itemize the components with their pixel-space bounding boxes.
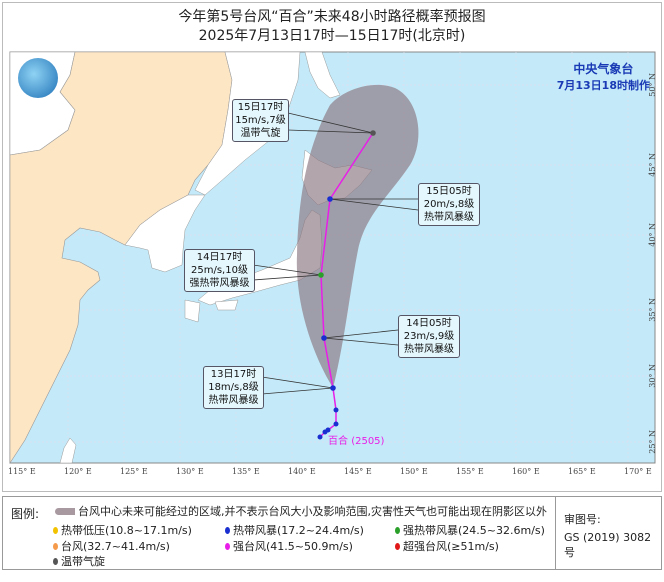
map-title: 今年第5号台风“百合”未来48小时路径概率预报图 [178, 9, 486, 25]
cma-logo [18, 58, 58, 98]
forecast-label-15d17h: 15日17时 15m/s,7级 温带气旋 [232, 99, 289, 142]
legend-item: 热带风暴(17.2~24.4m/s) [225, 522, 364, 538]
legend-item: 超强台风(≥51m/s) [395, 538, 499, 554]
label-leaders [252, 112, 419, 395]
lon-tick-label: 145° E [344, 467, 372, 476]
legend-item: 强台风(41.5~50.9m/s) [225, 538, 353, 554]
lon-tick-label: 120° E [64, 467, 92, 476]
legend-title: 图例: [11, 507, 40, 521]
past-track-point [317, 434, 323, 440]
lon-tick-label: 165° E [568, 467, 596, 476]
lon-tick-label: 135° E [232, 467, 260, 476]
dot-icon [53, 557, 58, 565]
land-sakhalin [304, 51, 341, 99]
lon-tick-label: 130° E [176, 467, 204, 476]
legend-item: 台风(32.7~41.4m/s) [53, 538, 170, 554]
dot-icon [53, 526, 58, 534]
forecast-point [330, 385, 336, 391]
lon-tick-label: 125° E [120, 467, 148, 476]
land-korea [124, 194, 206, 273]
dot-icon [53, 542, 58, 550]
past-track-point [333, 421, 339, 427]
forecast-point [327, 196, 333, 202]
dot-icon [225, 526, 230, 534]
land-kyushu-shikoku [184, 299, 239, 323]
approval-label: 审图号: [564, 513, 601, 526]
legend-item: 温带气旋 [53, 553, 105, 569]
legend: 图例: 台风中心未来可能经过的区域,并不表示台风大小及影响范围,灾害性天气也可能… [2, 496, 662, 570]
lon-tick-label: 115° E [8, 467, 36, 476]
lat-tick-label: 30° N [648, 364, 657, 388]
lon-tick-label: 140° E [288, 467, 316, 476]
forecast-label-13d17h: 13日17时 18m/s,8级 热带风暴级 [203, 366, 264, 409]
dot-icon [395, 542, 400, 550]
lat-tick-label: 45° N [648, 153, 657, 177]
forecast-label-14d05h: 14日05时 23m/s,9级 热带风暴级 [398, 315, 460, 358]
lon-tick-label: 170° E [624, 467, 652, 476]
forecast-label-14d17h: 14日17时 25m/s,10级 强热带风暴级 [184, 249, 255, 292]
issuer-name: 中央气象台 [573, 62, 634, 76]
dot-icon [395, 526, 400, 534]
forecast-point [318, 272, 324, 278]
lat-tick-label: 40° N [648, 223, 657, 247]
map-canvas [9, 51, 656, 465]
dot-icon [225, 542, 230, 550]
forecast-point [370, 130, 376, 136]
probability-cone [296, 84, 419, 388]
approval-number: GS (2019) 3082号 [564, 531, 652, 559]
map-subtitle: 2025年7月13日17时—15日17时(北京时) [198, 28, 466, 44]
issue-time: 7月13日18时制作 [556, 79, 650, 92]
land-taiwan [59, 437, 77, 464]
legend-item: 强热带风暴(24.5~32.6m/s) [395, 522, 545, 538]
past-track-point [325, 427, 331, 433]
land-china [9, 51, 233, 465]
past-track-point [333, 407, 339, 413]
lat-tick-label: 25° N [648, 430, 657, 454]
forecast-point [321, 335, 327, 341]
forecast-label-15d05h: 15日05时 20m/s,8级 热带风暴级 [418, 183, 480, 226]
approval-box: 审图号: GS (2019) 3082号 [555, 497, 662, 569]
issuer-block: 中央气象台 7月13日18时制作 [557, 60, 650, 93]
typhoon-name-label: 百合 (2505) [328, 436, 385, 447]
lon-tick-label: 160° E [512, 467, 540, 476]
lon-tick-label: 150° E [400, 467, 428, 476]
outer-frame [2, 2, 662, 492]
legend-item: 热带低压(10.8~17.1m/s) [53, 522, 192, 538]
legend-cone: 台风中心未来可能经过的区域,并不表示台风大小及影响范围,灾害性天气也可能出现在阴… [55, 503, 547, 519]
track-points [317, 130, 376, 440]
cone-swatch-icon [55, 507, 75, 515]
lat-tick-label: 50° N [648, 73, 657, 97]
lat-tick-label: 35° N [648, 298, 657, 322]
lon-tick-label: 155° E [456, 467, 484, 476]
